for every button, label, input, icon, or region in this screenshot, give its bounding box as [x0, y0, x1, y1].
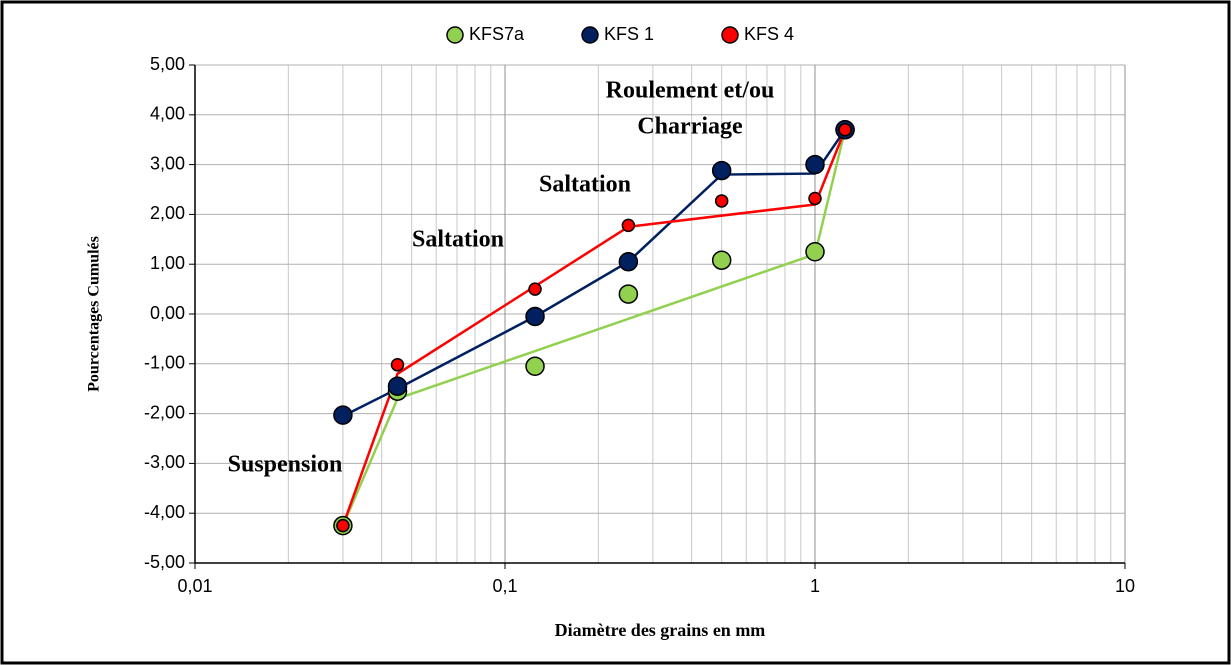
y-tick-label: -3,00	[144, 452, 185, 472]
annotation: Saltation	[412, 227, 504, 253]
marker	[525, 356, 545, 377]
y-tick-label: -5,00	[144, 552, 185, 572]
x-tick-label: 1	[810, 576, 820, 596]
annotation: Saltation	[539, 172, 631, 198]
annotation: Roulement et/ou	[606, 78, 775, 104]
y-axis-label: Pourcentages Cumulés	[86, 236, 103, 392]
legend-label: KFS7a	[469, 24, 525, 44]
y-tick-label: -1,00	[144, 353, 185, 373]
x-tick-label: 0,1	[492, 576, 517, 596]
y-tick-label: -2,00	[144, 402, 185, 422]
trend-line	[341, 129, 847, 527]
annotation: Suspension	[228, 452, 343, 478]
x-tick-label: 0,01	[177, 576, 212, 596]
legend-label: KFS 1	[604, 24, 654, 44]
marker	[390, 358, 405, 372]
marker	[528, 282, 542, 296]
y-tick-label: 4,00	[150, 104, 185, 124]
marker	[618, 251, 639, 272]
legend-marker	[721, 26, 739, 44]
marker	[711, 250, 732, 270]
marker	[333, 405, 353, 425]
marker	[838, 122, 852, 137]
annotation: Charriage	[637, 114, 743, 140]
marker	[714, 194, 729, 208]
marker	[525, 306, 545, 327]
legend-marker	[446, 26, 464, 44]
marker	[805, 154, 825, 175]
legend-marker	[581, 26, 599, 44]
y-tick-label: 2,00	[150, 203, 185, 223]
y-tick-label: 3,00	[150, 153, 185, 173]
marker	[621, 218, 636, 233]
marker	[711, 160, 732, 181]
x-tick-label: 10	[1115, 576, 1135, 596]
marker	[805, 242, 825, 262]
marker	[387, 376, 408, 396]
marker	[808, 191, 822, 206]
y-tick-label: -4,00	[144, 502, 185, 522]
legend-label: KFS 4	[744, 24, 794, 44]
y-tick-label: 5,00	[150, 54, 185, 74]
y-tick-label: 1,00	[150, 253, 185, 273]
y-tick-label: 0,00	[150, 303, 185, 323]
marker	[336, 518, 350, 533]
x-axis-label: Diamètre des grains en mm	[555, 620, 766, 640]
marker	[618, 284, 639, 304]
